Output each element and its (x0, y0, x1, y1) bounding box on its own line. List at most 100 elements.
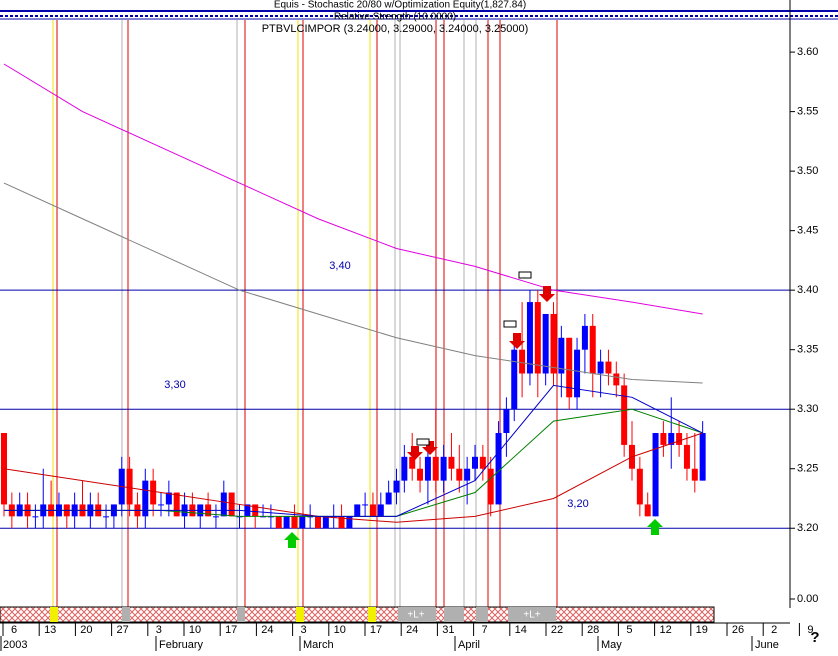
candle-body (401, 456, 408, 481)
y-tick-label: 3.45 (797, 225, 818, 237)
date-label: 13 (44, 624, 56, 636)
y-tick-label: 3.30 (797, 403, 818, 415)
strip-label: +L+ (523, 610, 540, 621)
date-label: 26 (732, 624, 744, 636)
month-label: May (601, 639, 622, 651)
help-icon[interactable]: ? (810, 629, 819, 646)
strip-label: +L+ (407, 610, 424, 621)
candle-body (676, 433, 683, 445)
y-tick-label: 3.60 (797, 46, 818, 58)
candle-body (589, 325, 596, 374)
date-label: 9 (807, 624, 813, 636)
candle-body (448, 456, 455, 469)
y-tick-label: 3.40 (797, 284, 818, 296)
month-label: March (303, 639, 334, 651)
date-label: 10 (334, 624, 346, 636)
candle-body (346, 516, 353, 529)
candle-body (613, 373, 620, 386)
y-tick-label: 3.25 (797, 463, 818, 475)
candle-body (369, 504, 376, 517)
candle-body (212, 516, 219, 518)
date-label: 22 (551, 624, 563, 636)
date-label: 12 (659, 624, 671, 636)
candle-body (283, 516, 290, 529)
candle-body (275, 516, 282, 529)
plot: 3,40 3,30 3,20 (0, 63, 790, 529)
y-tick-label: 3.20 (797, 522, 818, 534)
candle-body (574, 349, 581, 398)
candle-body (581, 325, 588, 350)
date-label: 20 (80, 624, 92, 636)
candle-body (354, 504, 361, 517)
candle-body (566, 337, 573, 398)
candle-body (362, 504, 369, 506)
date-label: 24 (261, 624, 273, 636)
candle-body (220, 492, 227, 517)
month-label: February (159, 639, 204, 651)
candle-body (424, 456, 431, 481)
candle-body (495, 433, 502, 505)
candle-body (542, 313, 549, 374)
candle-body (150, 480, 157, 505)
candle-body (605, 361, 612, 374)
y-tick-label: 3.50 (797, 165, 818, 177)
candle-body (322, 516, 329, 529)
candle-body (456, 468, 463, 481)
date-label: 14 (515, 624, 527, 636)
level-label: 3,20 (567, 498, 588, 510)
date-label: 5 (626, 624, 632, 636)
candle-body (487, 468, 494, 505)
date-label: 27 (116, 624, 128, 636)
candle-body (668, 433, 675, 445)
candle-body (432, 456, 439, 481)
candle-body (385, 492, 392, 505)
candle-body (534, 302, 541, 374)
y-tick-label: 3.35 (797, 344, 818, 356)
candle-body (503, 409, 510, 434)
candle-body (479, 456, 486, 469)
candle-body (228, 492, 235, 517)
moving-average (4, 384, 703, 517)
date-label: 24 (406, 624, 418, 636)
candle-body (158, 504, 164, 506)
candle-body (621, 385, 628, 445)
month-label: April (458, 639, 480, 651)
candle-body (173, 492, 180, 517)
month-label: June (755, 639, 779, 651)
month-label: 2003 (3, 639, 27, 651)
candle-body (393, 480, 400, 493)
candle-body (291, 516, 298, 529)
top-bands (0, 10, 838, 20)
candle-body (558, 337, 565, 374)
moving-average (3, 182, 703, 384)
candle-body (683, 444, 690, 469)
date-label: 28 (587, 624, 599, 636)
candle-body (597, 361, 604, 374)
candle-body (660, 433, 667, 445)
moving-average (3, 432, 703, 523)
arrows (284, 271, 663, 548)
candle-body (440, 456, 447, 481)
candle-body (464, 468, 471, 481)
candle-body (652, 433, 659, 517)
candle-body (32, 516, 39, 518)
y-tick-label: 3.55 (797, 106, 818, 118)
candle-body (103, 516, 110, 518)
candle-body (526, 302, 533, 374)
candle-body (377, 504, 384, 517)
level-label: 3,40 (329, 260, 350, 272)
date-label: 3 (156, 624, 162, 636)
date-label: 7 (482, 624, 488, 636)
date-label: 10 (189, 624, 201, 636)
bottom-strip (0, 606, 715, 623)
header: Equis - Stochastic 20/80 w/Optimization … (274, 0, 526, 11)
candle-body (409, 456, 416, 469)
candle-body (417, 468, 424, 481)
level-label: 3,30 (164, 379, 185, 391)
candle-body (244, 504, 251, 517)
date-label: 19 (696, 624, 708, 636)
header: PTBVLCIMPOR (3.24000, 3.29000, 3.24000, … (262, 23, 529, 35)
candle-body (699, 433, 706, 481)
